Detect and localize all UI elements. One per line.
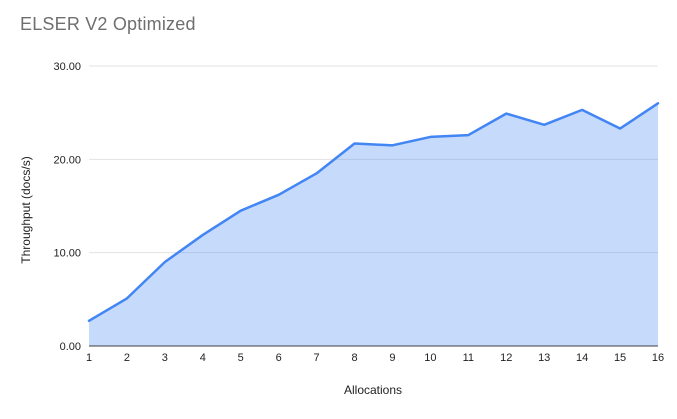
x-axis-title: Allocations [343,383,403,397]
x-tick-label: 15 [614,352,626,364]
x-tick-label: 13 [538,352,550,364]
x-tick-label: 11 [463,352,474,364]
x-tick-label: 14 [576,352,588,364]
x-tick-label: 5 [238,352,244,364]
y-tick-label: 10.00 [53,248,81,260]
x-tick-label: 8 [351,352,357,364]
series-area-fill [89,103,658,346]
x-tick-label: 10 [424,352,436,364]
x-tick-label: 12 [500,352,512,364]
y-tick-label: 20.00 [53,154,81,166]
x-tick-label: 9 [389,352,395,364]
x-tick-label: 1 [86,352,92,364]
chart-title: ELSER V2 Optimized [20,14,196,34]
series-line [87,102,660,323]
y-tick-label: 30.00 [53,61,81,73]
x-tick-label: 7 [314,352,320,364]
x-tick-label: 6 [276,352,282,364]
x-tick-label: 2 [124,352,130,364]
y-tick-label: 0.00 [60,341,81,353]
x-tick-label: 3 [162,352,168,364]
x-tick-label: 16 [652,352,664,364]
x-tick-label: 4 [200,352,206,364]
